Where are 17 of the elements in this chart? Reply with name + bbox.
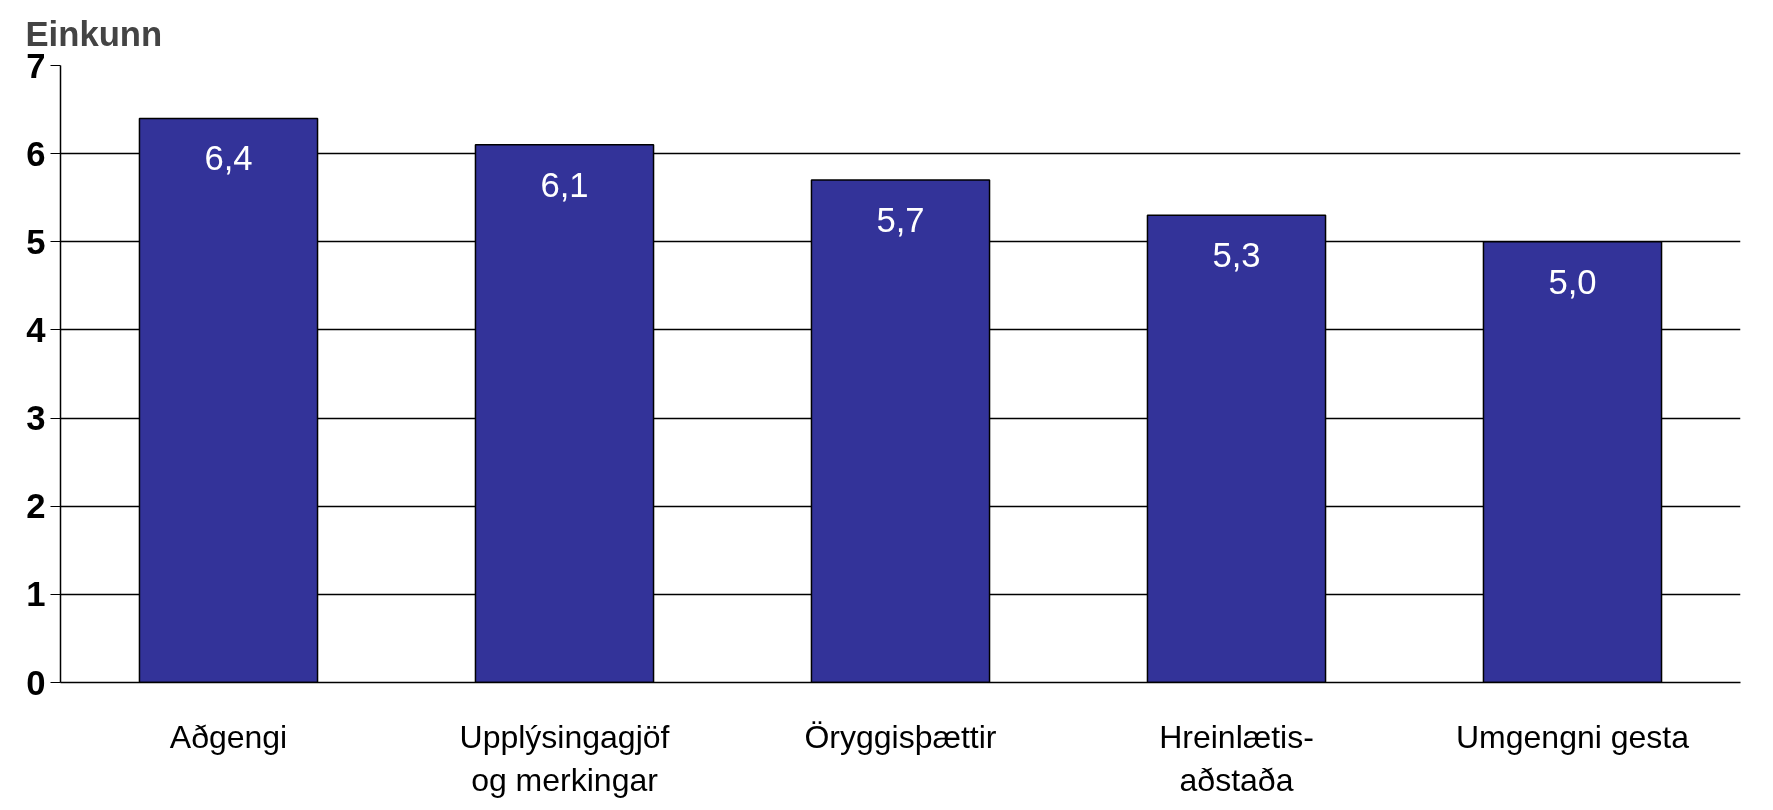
x-tick-label: Öryggisþættir [804,718,997,755]
data-label: 5,3 [1212,236,1261,275]
y-tick-label: 6 [26,134,46,173]
data-label: 5,7 [876,201,925,240]
y-tick-label: 3 [26,399,46,438]
x-tick-label: Upplýsingagjöf og merkingar [459,718,670,798]
y-tick-label: 1 [26,575,46,614]
y-tick-label: 5 [26,222,46,261]
x-tick-label: Aðgengi [169,718,288,755]
y-tick-label: 0 [26,663,46,702]
data-label: 5,0 [1548,262,1597,301]
y-tick-label: 2 [26,487,46,526]
x-tick-label: Umgengni gesta [1455,718,1690,755]
data-label: 6,1 [540,165,589,204]
data-label: 6,4 [204,139,253,178]
x-tick-label: Hreinlætis- aðstaða [1159,718,1314,798]
y-tick-label: 4 [26,310,47,349]
